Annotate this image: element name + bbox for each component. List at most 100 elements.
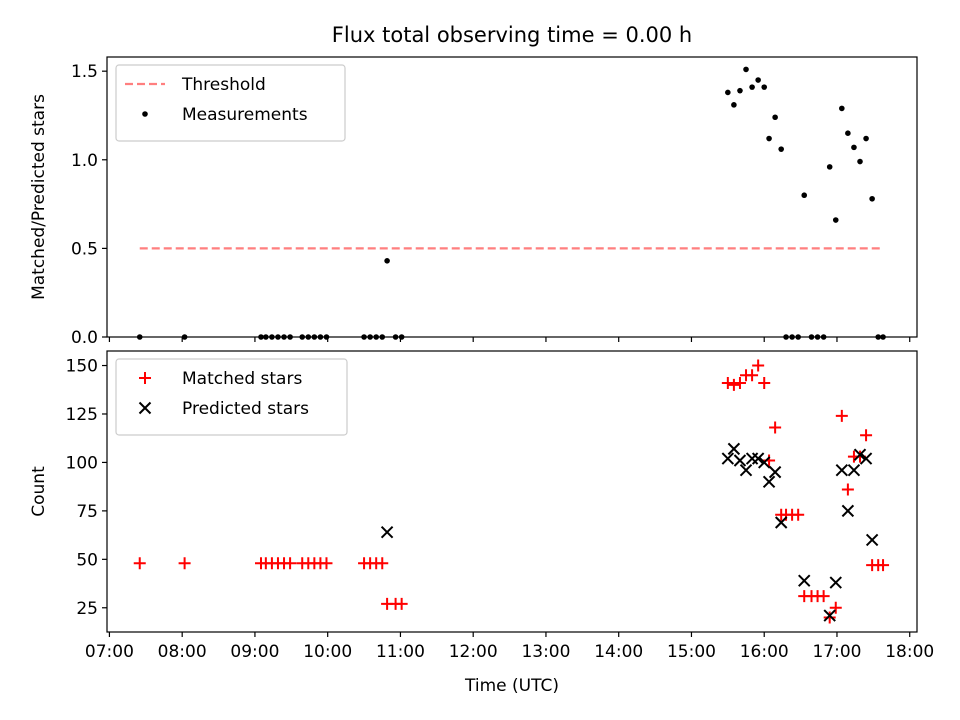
data-point [823,611,836,624]
data-point [845,130,851,137]
axes-frame [106,350,918,633]
data-point [877,559,890,572]
data-point [863,135,869,142]
data-point [746,369,759,382]
data-point [380,525,394,539]
data-point [851,144,857,151]
y-tick-label: 25 [76,599,98,619]
data-point [829,576,842,589]
x-tick-label: 17:00 [812,642,861,662]
y-axis-label: Count [29,466,49,517]
data-point [727,378,740,391]
data-point [792,508,805,521]
data-point [751,452,765,465]
data-point [733,376,746,389]
data-point [739,463,753,477]
data-point [761,84,768,90]
x-tick-label: 10:00 [303,642,352,662]
y-tick-label: 125 [66,405,98,425]
x-tick-label: 18:00 [885,642,934,662]
data-point [841,504,855,518]
y-tick-label: 100 [66,453,98,473]
y-tick-label: 50 [76,550,98,570]
data-point [860,429,873,442]
legend: Matched stars Predicted stars [115,358,348,436]
data-point [737,87,743,94]
data-point [384,257,390,264]
plot-area: 0.0 0.5 1.0 1.5 Matched/Predicted stars Thres… [29,56,934,696]
data-point [798,574,811,587]
series-predicted-stars [380,442,879,622]
y-tick-label: 1.5 [71,62,98,82]
data-point [769,421,782,434]
data-point [832,217,839,223]
data-point [762,475,776,489]
data-point [133,557,146,570]
data-point [727,442,741,456]
data-point [178,557,191,570]
subplot-1: 0.0 0.5 1.0 1.5 Matched/Predicted stars Thres… [29,56,918,348]
data-point [376,557,389,570]
data-point [841,483,854,496]
data-point [768,465,782,479]
data-point [743,66,749,73]
legend-box [115,64,346,142]
legend: Threshold Measurements [115,64,346,142]
y-tick-label: 0.0 [71,328,98,348]
x-tick-label: 12:00 [449,642,498,662]
data-point [853,448,867,461]
legend-label: Threshold [181,75,266,95]
y-tick-label: 150 [66,357,98,377]
data-point [839,105,845,112]
data-point [817,590,830,603]
y-tick-label: 1.0 [71,151,98,171]
data-point [801,192,808,199]
legend-label: Measurements [182,105,308,125]
x-tick-label: 15:00 [667,642,716,662]
data-point [284,557,297,570]
data-point [847,463,861,477]
x-tick-label: 13:00 [521,642,570,662]
x-tick-label: 16:00 [740,642,789,662]
data-point [721,452,735,465]
data-point [733,454,747,467]
chart-title: Flux total observing time = 0.00 h [332,23,692,47]
legend-label: Predicted stars [182,399,309,419]
subplot-2: 25 50 75 100 125 150 07:00 08:00 09:00 10:00 11:00… [29,350,934,696]
x-tick-label: 07:00 [85,642,134,662]
data-point [752,359,765,372]
data-point [766,135,772,142]
legend-label: Matched stars [182,369,302,389]
series-matched-stars [133,359,890,624]
legend-swatch-plus [139,372,151,384]
data-point [778,146,784,152]
legend-swatch-dot [142,111,148,117]
data-point [721,376,734,389]
data-point [865,533,879,547]
data-point [731,102,737,108]
y-tick-label: 75 [76,502,98,522]
data-point [395,597,408,610]
x-tick-label: 14:00 [594,642,643,662]
data-point [859,452,873,465]
data-point [758,376,771,389]
data-point [829,601,842,614]
x-tick-label: 09:00 [230,642,279,662]
axes-frame [106,56,918,338]
data-point [755,77,761,83]
data-point [826,164,833,170]
data-point [869,195,875,202]
data-point [758,456,771,469]
data-point [857,158,863,165]
data-point [835,409,848,422]
data-point [749,84,755,90]
data-point [725,89,731,96]
y-axis-label: Matched/Predicted stars [29,94,49,300]
data-point [772,114,778,121]
y-tick-label: 0.5 [71,239,98,259]
legend-swatch-x [138,401,152,415]
x-axis-label: Time (UTC) [464,676,559,696]
data-point [320,557,333,570]
data-point [823,609,836,622]
